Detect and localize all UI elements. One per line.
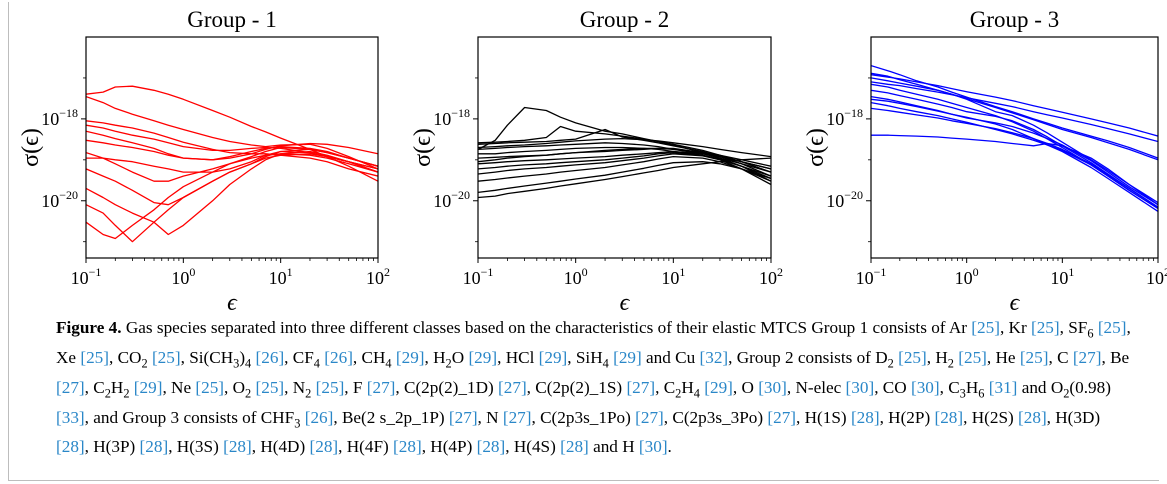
series-group	[478, 106, 771, 199]
chart-panel-1: Group - 1 10−1 100 101 102 10−18 10−20 ϵ σ(ϵ)	[18, 7, 390, 316]
x-axis-label: ϵ	[1010, 290, 1021, 310]
series-line-5	[871, 89, 1158, 208]
figure-label: Figure 4.	[56, 318, 122, 337]
figure-panels: Group - 1 10−1 100 101 102 10−18 10−20 ϵ σ(ϵ) Gro…	[18, 7, 1167, 316]
plot-frame	[85, 36, 379, 259]
y-tick-label: 10−18	[41, 106, 78, 129]
series-line-1	[478, 106, 771, 182]
series-line-10	[871, 74, 1158, 137]
series-line-6	[871, 95, 1158, 206]
x-tick-label: 101	[661, 265, 685, 288]
series-line-11	[871, 81, 1158, 143]
series-line-12	[478, 157, 771, 199]
y-tick-label: 10−20	[433, 188, 470, 211]
chart-title: Group - 2	[580, 7, 669, 32]
x-tick-label: 101	[1050, 265, 1074, 288]
caption-text: Gas species separated into three differe…	[56, 318, 1131, 457]
y-tick-label: 10−20	[41, 188, 78, 211]
figure-frame	[8, 2, 1159, 481]
series-line-11	[478, 161, 771, 194]
series-line-11	[86, 150, 378, 173]
x-tick-label: 10−1	[856, 265, 887, 288]
series-line-7	[478, 150, 771, 170]
series-line-13	[478, 137, 771, 158]
series-line-7	[871, 101, 1158, 209]
series-line-2	[478, 125, 771, 173]
series-line-4	[871, 83, 1158, 209]
series-line-10	[478, 155, 771, 182]
plot-frame	[870, 36, 1159, 259]
plot-frame	[477, 36, 772, 259]
x-tick-label: 102	[759, 265, 783, 288]
series-group	[871, 64, 1158, 212]
series-group	[86, 85, 378, 243]
x-axis-label: ϵ	[620, 290, 631, 310]
series-line-8	[478, 151, 771, 180]
figure-caption: Figure 4. Gas species separated into thr…	[56, 316, 1136, 459]
figure-svg: Group - 110−1 100 101 10210−1810−20ϵσ(ϵ)Gro…	[18, 7, 1167, 316]
x-tick-label: 102	[1146, 265, 1167, 288]
y-tick-label: 10−18	[826, 106, 863, 129]
series-line-8	[871, 107, 1158, 208]
series-line-14	[478, 147, 771, 167]
chart-title: Group - 3	[970, 7, 1059, 32]
chart-title: Group - 1	[187, 7, 276, 32]
chart-panel-2: Group - 2 10−1 100 101 102 10−18 10−20 ϵ σ(ϵ)	[410, 7, 783, 316]
x-tick-label: 10−1	[463, 265, 494, 288]
x-tick-label: 10−1	[71, 265, 102, 288]
series-line-4	[478, 142, 771, 173]
series-line-3	[871, 77, 1158, 204]
series-line-8	[86, 150, 378, 236]
series-line-9	[478, 153, 771, 186]
series-line-5	[86, 139, 378, 161]
y-axis-label: σ(ϵ)	[410, 128, 436, 167]
y-axis-label: σ(ϵ)	[18, 128, 44, 167]
series-line-9	[871, 98, 1158, 212]
series-line-2	[871, 72, 1158, 161]
series-line-2	[86, 95, 378, 170]
x-tick-label: 100	[955, 265, 979, 288]
y-tick-label: 10−20	[826, 188, 863, 211]
series-line-4	[86, 130, 378, 167]
x-tick-label: 100	[564, 265, 588, 288]
y-axis-label: σ(ϵ)	[803, 128, 829, 167]
y-tick-label: 10−18	[433, 106, 470, 129]
series-line-12	[871, 134, 1158, 206]
x-axis-label: ϵ	[227, 290, 238, 310]
series-line-1	[86, 85, 378, 182]
x-tick-label: 102	[366, 265, 390, 288]
chart-panel-3: Group - 3 10−1 100 101 102 10−18 10−20 ϵ σ(ϵ)	[803, 7, 1167, 316]
series-line-10	[86, 153, 378, 240]
x-tick-label: 100	[171, 265, 195, 288]
x-tick-label: 101	[269, 265, 293, 288]
series-line-12	[86, 120, 378, 177]
series-line-9	[86, 153, 378, 243]
series-line-1	[871, 64, 1158, 159]
